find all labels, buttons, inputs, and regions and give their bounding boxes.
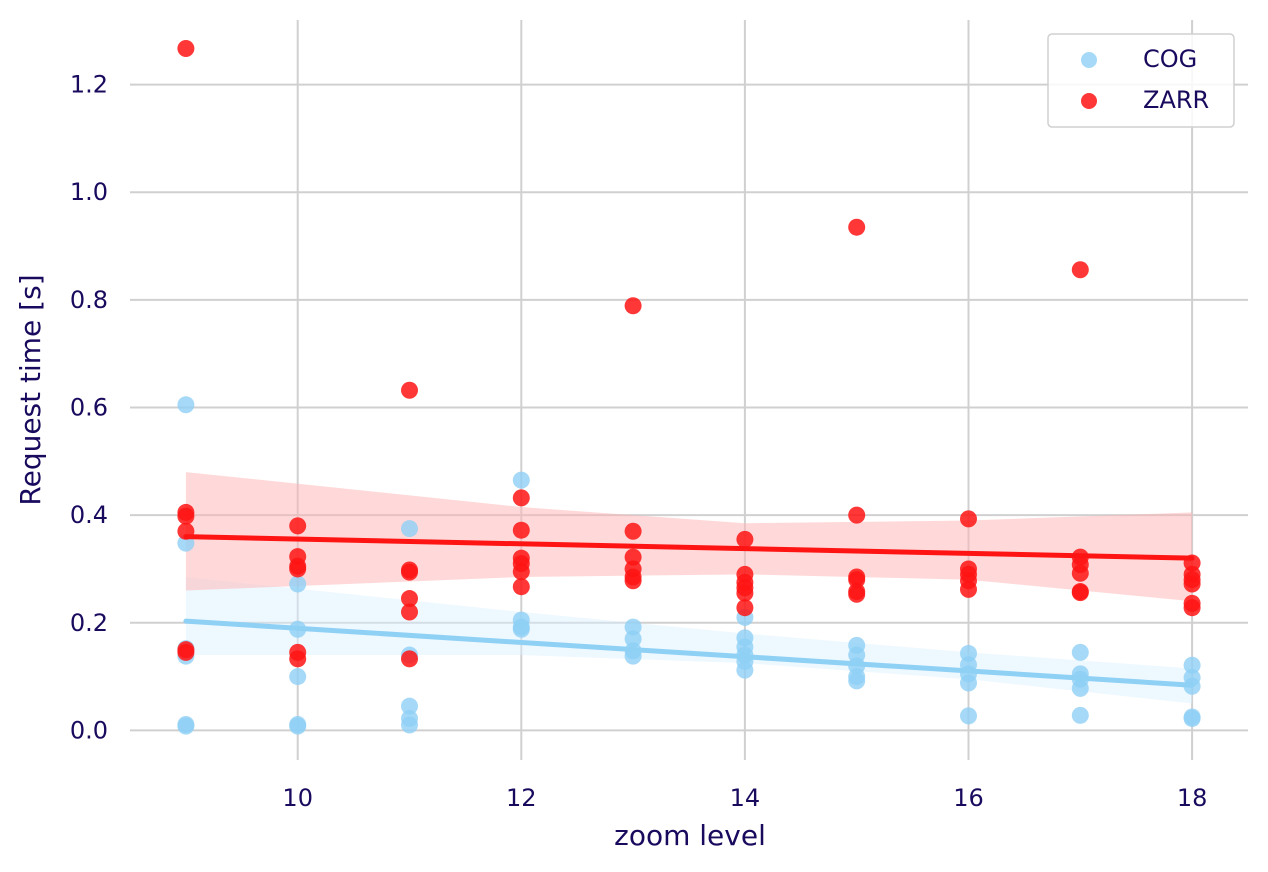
data-point-zarr (1071, 261, 1089, 279)
data-point-zarr (848, 571, 866, 589)
data-point-zarr (289, 650, 307, 668)
confidence-band-zarr (185, 472, 1193, 602)
legend-label-cog: COG (1143, 45, 1197, 73)
data-point-cog (848, 672, 866, 690)
data-point-zarr (177, 643, 195, 661)
data-point-zarr (1071, 584, 1089, 602)
legend-label-zarr: ZARR (1143, 86, 1209, 114)
data-point-cog (289, 668, 307, 686)
y-tick-label: 0.0 (70, 716, 108, 744)
data-point-cog (1183, 710, 1201, 728)
data-point-zarr (624, 548, 642, 566)
data-point-cog (1071, 679, 1089, 697)
data-point-cog (512, 620, 530, 638)
data-point-zarr (1071, 564, 1089, 582)
data-point-zarr (624, 522, 642, 540)
x-tick-label: 10 (282, 784, 313, 812)
data-point-cog (1071, 706, 1089, 724)
data-point-cog (624, 630, 642, 648)
y-tick-label: 0.4 (70, 501, 108, 529)
y-tick-label: 1.2 (70, 71, 108, 99)
data-point-zarr (401, 650, 418, 668)
data-point-zarr (1183, 599, 1201, 617)
data-point-cog (401, 697, 418, 715)
data-point-zarr (624, 572, 642, 590)
data-point-zarr (512, 521, 530, 539)
data-point-cog (401, 716, 418, 734)
data-point-zarr (512, 578, 530, 596)
data-point-zarr (177, 507, 195, 525)
data-point-zarr (848, 218, 866, 236)
data-point-cog (177, 717, 195, 735)
y-tick-label: 0.2 (70, 609, 108, 637)
data-point-cog (736, 661, 754, 679)
data-point-zarr (512, 563, 530, 581)
legend-marker-zarr (1081, 93, 1097, 109)
y-axis-label: Request time [s] (14, 274, 47, 505)
data-point-zarr (736, 599, 754, 617)
data-point-zarr (736, 584, 754, 602)
x-tick-label: 16 (953, 784, 984, 812)
confidence-band-cog (185, 577, 1193, 704)
data-point-cog (512, 471, 530, 489)
data-point-zarr (848, 585, 866, 603)
data-point-zarr (401, 381, 418, 399)
data-point-cog (960, 674, 977, 692)
y-tick-label: 1.0 (70, 178, 108, 206)
data-point-cog (289, 717, 307, 735)
data-point-zarr (401, 590, 418, 608)
data-point-zarr (960, 580, 977, 598)
x-tick-label: 12 (506, 784, 537, 812)
data-point-zarr (177, 40, 195, 58)
data-point-zarr (401, 603, 418, 621)
confidence-bands (185, 472, 1193, 704)
data-point-zarr (289, 560, 307, 578)
data-point-zarr (624, 297, 642, 315)
data-point-cog (1071, 643, 1089, 661)
data-point-zarr (289, 517, 307, 535)
regression-lines (183, 534, 1195, 688)
grid (130, 20, 1248, 760)
legend: COG ZARR (1047, 33, 1235, 128)
data-point-cog (960, 707, 977, 725)
data-point-cog (1183, 656, 1201, 674)
x-tick-label: 14 (730, 784, 761, 812)
x-axis-ticks: 10 12 14 16 18 (282, 784, 1207, 812)
x-tick-label: 18 (1177, 784, 1208, 812)
y-axis-ticks: 0.0 0.2 0.4 0.6 0.8 1.0 1.2 (70, 71, 108, 745)
data-point-zarr (960, 510, 977, 528)
data-point-cog (624, 618, 642, 636)
data-point-zarr (401, 563, 418, 581)
y-tick-label: 0.8 (70, 286, 108, 314)
regression-line-cog (183, 618, 1195, 688)
data-point-cog (177, 396, 195, 414)
data-point-zarr (1183, 575, 1201, 593)
data-point-cog (401, 520, 418, 538)
data-point-zarr (736, 530, 754, 548)
regression-line-zarr (183, 534, 1195, 561)
data-point-cog (289, 575, 307, 593)
y-tick-label: 0.6 (70, 393, 108, 421)
x-axis-label: zoom level (614, 819, 766, 852)
legend-marker-cog (1081, 52, 1097, 68)
data-point-zarr (512, 489, 530, 507)
data-point-zarr (848, 506, 866, 524)
